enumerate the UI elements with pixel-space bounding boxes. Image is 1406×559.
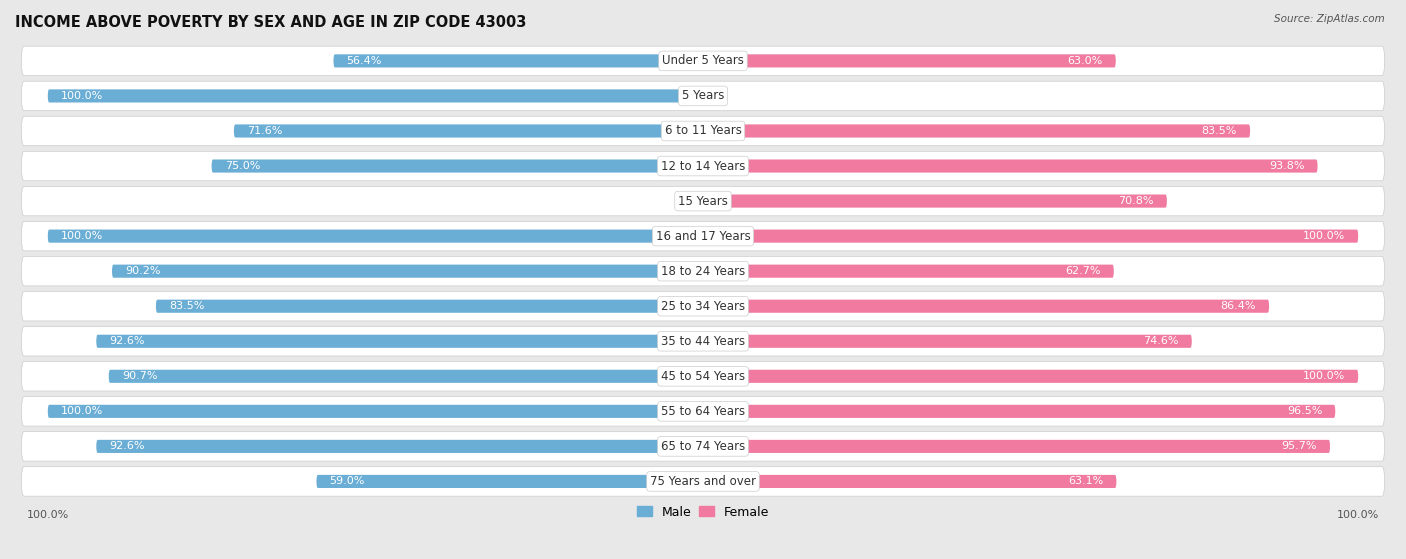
Text: 63.1%: 63.1%	[1069, 476, 1104, 486]
Text: Under 5 Years: Under 5 Years	[662, 54, 744, 68]
Text: 62.7%: 62.7%	[1066, 266, 1101, 276]
Text: 95.7%: 95.7%	[1281, 442, 1317, 451]
Text: 92.6%: 92.6%	[110, 337, 145, 346]
Text: 100.0%: 100.0%	[1303, 231, 1346, 241]
FancyBboxPatch shape	[333, 54, 703, 68]
FancyBboxPatch shape	[156, 300, 703, 313]
Text: 96.5%: 96.5%	[1286, 406, 1322, 416]
FancyBboxPatch shape	[108, 369, 703, 383]
Text: 18 to 24 Years: 18 to 24 Years	[661, 264, 745, 278]
Text: 70.8%: 70.8%	[1118, 196, 1154, 206]
FancyBboxPatch shape	[21, 151, 1385, 181]
Text: 93.8%: 93.8%	[1270, 161, 1305, 171]
FancyBboxPatch shape	[21, 362, 1385, 391]
Text: 15 Years: 15 Years	[678, 195, 728, 207]
FancyBboxPatch shape	[96, 335, 703, 348]
Text: 35 to 44 Years: 35 to 44 Years	[661, 335, 745, 348]
FancyBboxPatch shape	[703, 440, 1330, 453]
FancyBboxPatch shape	[96, 440, 703, 453]
FancyBboxPatch shape	[703, 54, 1116, 68]
Text: 75.0%: 75.0%	[225, 161, 260, 171]
Text: 56.4%: 56.4%	[346, 56, 382, 66]
FancyBboxPatch shape	[21, 116, 1385, 146]
FancyBboxPatch shape	[48, 230, 703, 243]
FancyBboxPatch shape	[21, 326, 1385, 356]
Text: 5 Years: 5 Years	[682, 89, 724, 102]
FancyBboxPatch shape	[233, 125, 703, 138]
Text: 6 to 11 Years: 6 to 11 Years	[665, 125, 741, 138]
FancyBboxPatch shape	[21, 432, 1385, 461]
Text: 100.0%: 100.0%	[60, 231, 103, 241]
Text: 74.6%: 74.6%	[1143, 337, 1178, 346]
Text: 83.5%: 83.5%	[1202, 126, 1237, 136]
FancyBboxPatch shape	[21, 186, 1385, 216]
FancyBboxPatch shape	[703, 230, 1358, 243]
Text: 25 to 34 Years: 25 to 34 Years	[661, 300, 745, 312]
FancyBboxPatch shape	[703, 300, 1270, 313]
FancyBboxPatch shape	[21, 46, 1385, 75]
Text: 55 to 64 Years: 55 to 64 Years	[661, 405, 745, 418]
Text: INCOME ABOVE POVERTY BY SEX AND AGE IN ZIP CODE 43003: INCOME ABOVE POVERTY BY SEX AND AGE IN Z…	[15, 15, 526, 30]
FancyBboxPatch shape	[703, 195, 1167, 207]
FancyBboxPatch shape	[21, 81, 1385, 111]
Text: 59.0%: 59.0%	[329, 476, 366, 486]
Text: 92.6%: 92.6%	[110, 442, 145, 451]
Text: Source: ZipAtlas.com: Source: ZipAtlas.com	[1274, 14, 1385, 24]
FancyBboxPatch shape	[21, 467, 1385, 496]
Text: 83.5%: 83.5%	[169, 301, 204, 311]
Text: 45 to 54 Years: 45 to 54 Years	[661, 370, 745, 383]
Text: 100.0%: 100.0%	[1303, 371, 1346, 381]
FancyBboxPatch shape	[112, 264, 703, 278]
FancyBboxPatch shape	[21, 221, 1385, 251]
FancyBboxPatch shape	[703, 475, 1116, 488]
FancyBboxPatch shape	[48, 89, 703, 102]
Text: 75 Years and over: 75 Years and over	[650, 475, 756, 488]
FancyBboxPatch shape	[21, 397, 1385, 426]
Text: 86.4%: 86.4%	[1220, 301, 1256, 311]
Legend: Male, Female: Male, Female	[631, 501, 775, 524]
FancyBboxPatch shape	[703, 335, 1192, 348]
Text: 16 and 17 Years: 16 and 17 Years	[655, 230, 751, 243]
FancyBboxPatch shape	[703, 159, 1317, 173]
FancyBboxPatch shape	[703, 369, 1358, 383]
FancyBboxPatch shape	[211, 159, 703, 173]
Text: 65 to 74 Years: 65 to 74 Years	[661, 440, 745, 453]
Text: 90.7%: 90.7%	[122, 371, 157, 381]
FancyBboxPatch shape	[21, 257, 1385, 286]
FancyBboxPatch shape	[703, 264, 1114, 278]
Text: 100.0%: 100.0%	[60, 91, 103, 101]
FancyBboxPatch shape	[703, 125, 1250, 138]
Text: 90.2%: 90.2%	[125, 266, 160, 276]
Text: 100.0%: 100.0%	[60, 406, 103, 416]
Text: 71.6%: 71.6%	[247, 126, 283, 136]
FancyBboxPatch shape	[703, 405, 1336, 418]
FancyBboxPatch shape	[21, 291, 1385, 321]
Text: 12 to 14 Years: 12 to 14 Years	[661, 159, 745, 173]
FancyBboxPatch shape	[316, 475, 703, 488]
FancyBboxPatch shape	[48, 405, 703, 418]
Text: 63.0%: 63.0%	[1067, 56, 1102, 66]
